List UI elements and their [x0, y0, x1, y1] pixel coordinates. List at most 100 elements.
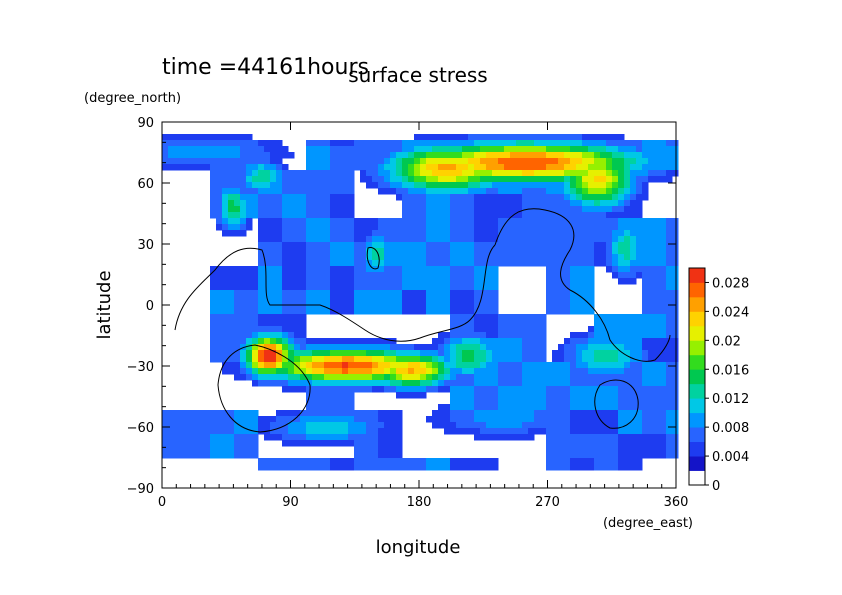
field-cell [666, 164, 673, 171]
field-cell [318, 464, 325, 471]
field-cell [354, 428, 361, 435]
field-cell [546, 296, 553, 303]
field-cell [210, 212, 217, 219]
field-cell [252, 266, 259, 273]
field-cell [264, 212, 271, 219]
field-cell [594, 146, 601, 153]
field-cell [282, 242, 289, 249]
field-cell [324, 170, 331, 177]
field-cell [582, 332, 589, 339]
field-cell [360, 308, 367, 315]
field-cell [606, 260, 613, 267]
field-cell [492, 284, 499, 291]
field-cell [636, 188, 643, 195]
field-cell [426, 308, 433, 315]
field-cell [168, 452, 175, 459]
field-cell [546, 458, 553, 465]
field-cell [576, 368, 583, 375]
field-cell [444, 338, 451, 345]
field-cell [408, 170, 415, 177]
field-cell [516, 350, 523, 357]
field-cell [582, 170, 589, 177]
field-cell [288, 230, 295, 237]
field-cell [414, 458, 421, 465]
field-cell [420, 386, 427, 393]
field-cell [234, 182, 241, 189]
field-cell [216, 182, 223, 189]
field-cell [324, 158, 331, 165]
field-cell [558, 458, 565, 465]
field-cell [270, 188, 277, 195]
field-cell [462, 200, 469, 207]
field-cell [204, 164, 211, 171]
field-cell [582, 350, 589, 357]
field-cell [528, 242, 535, 249]
field-cell [294, 242, 301, 249]
field-cell [270, 290, 277, 297]
field-cell [582, 134, 589, 141]
field-cell [432, 272, 439, 279]
field-cell [354, 296, 361, 303]
field-cell [648, 410, 655, 417]
field-cell [408, 260, 415, 267]
field-cell [582, 152, 589, 159]
field-cell [342, 194, 349, 201]
field-cell [390, 350, 397, 357]
field-cell [408, 308, 415, 315]
field-cell [492, 248, 499, 255]
field-cell [228, 440, 235, 447]
field-cell [222, 284, 229, 291]
field-cell [408, 386, 415, 393]
field-cell [384, 458, 391, 465]
field-cell [336, 290, 343, 297]
field-cell [258, 290, 265, 297]
field-cell [288, 200, 295, 207]
field-cell [438, 134, 445, 141]
field-cell [354, 140, 361, 147]
field-cell [396, 350, 403, 357]
field-cell [594, 248, 601, 255]
field-cell [366, 230, 373, 237]
field-cell [648, 338, 655, 345]
field-cell [450, 332, 457, 339]
field-cell [408, 212, 415, 219]
field-cell [546, 200, 553, 207]
field-cell [210, 422, 217, 429]
field-cell [294, 188, 301, 195]
field-cell [378, 278, 385, 285]
field-cell [624, 356, 631, 363]
field-cell [276, 206, 283, 213]
field-cell [324, 188, 331, 195]
field-cell [474, 380, 481, 387]
field-cell [630, 176, 637, 183]
field-cell [312, 224, 319, 231]
field-cell [672, 152, 679, 159]
field-cell [360, 452, 367, 459]
field-cell [252, 362, 259, 369]
field-cell [372, 290, 379, 297]
field-cell [600, 230, 607, 237]
field-cell [606, 428, 613, 435]
field-cell [288, 248, 295, 255]
field-cell [444, 296, 451, 303]
field-cell [480, 434, 487, 441]
field-cell [558, 236, 565, 243]
field-cell [654, 218, 661, 225]
field-cell [348, 140, 355, 147]
field-cell [324, 410, 331, 417]
field-cell [390, 380, 397, 387]
field-cell [432, 230, 439, 237]
field-cell [348, 242, 355, 249]
field-cell [552, 350, 559, 357]
field-cell [312, 290, 319, 297]
field-cell [474, 212, 481, 219]
field-cell [642, 410, 649, 417]
field-cell [270, 338, 277, 345]
field-cell [618, 398, 625, 405]
field-cell [672, 164, 679, 171]
field-cell [312, 212, 319, 219]
field-cell [366, 140, 373, 147]
field-cell [456, 266, 463, 273]
field-cell [594, 194, 601, 201]
field-cell [606, 242, 613, 249]
